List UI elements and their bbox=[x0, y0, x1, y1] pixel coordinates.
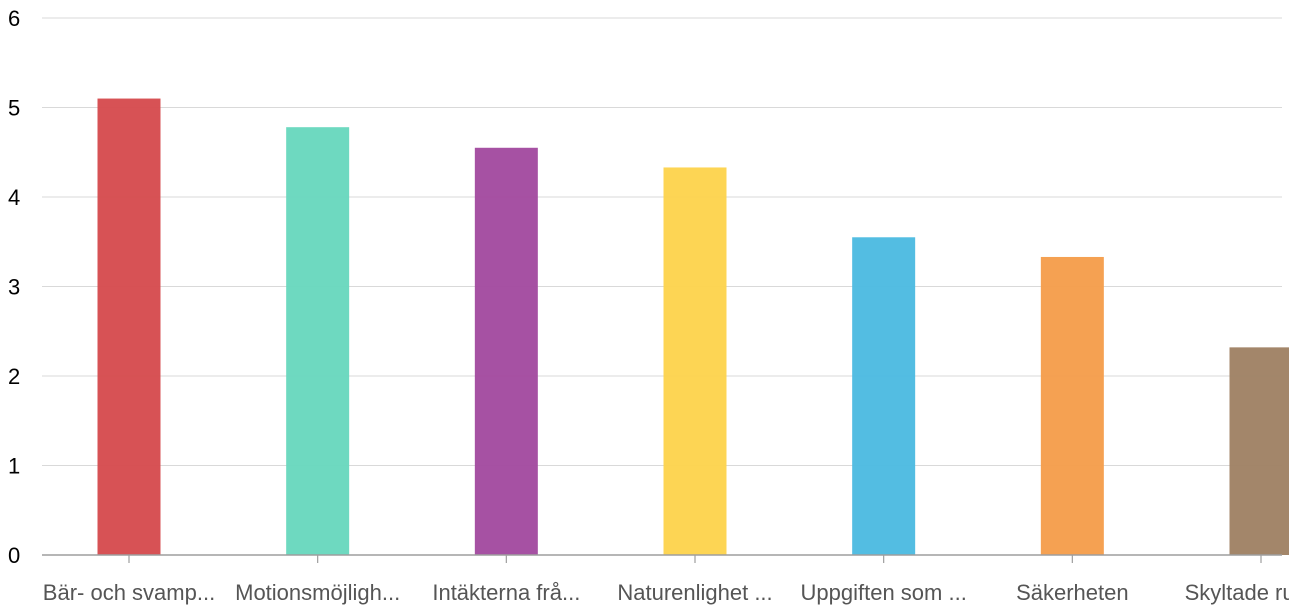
x-axis-tick-labels: Bär- och svamp... Motionsmöjligh... Intäkt… bbox=[43, 580, 1289, 605]
bar[interactable] bbox=[1040, 256, 1104, 555]
x-tick-label: Bär- och svamp... bbox=[43, 580, 215, 605]
bar[interactable] bbox=[97, 98, 161, 556]
y-tick-label: 2 bbox=[8, 364, 20, 389]
x-tick-label: Skyltade rutte... bbox=[1185, 580, 1289, 605]
x-tick-label: Säkerheten bbox=[1016, 580, 1129, 605]
bar[interactable] bbox=[1229, 347, 1289, 555]
bars bbox=[97, 98, 1289, 556]
x-tick-label: Uppgiften som ... bbox=[801, 580, 967, 605]
bar[interactable] bbox=[663, 167, 727, 555]
x-tick-label: Naturenlighet ... bbox=[617, 580, 772, 605]
x-tick-label: Intäkterna frå... bbox=[432, 580, 580, 605]
y-tick-label: 3 bbox=[8, 275, 20, 300]
bar[interactable] bbox=[852, 237, 916, 555]
bar[interactable] bbox=[286, 127, 350, 555]
x-axis bbox=[42, 554, 1282, 563]
x-tick-label: Motionsmöjligh... bbox=[235, 580, 400, 605]
y-tick-label: 4 bbox=[8, 185, 20, 210]
y-tick-label: 0 bbox=[8, 543, 20, 568]
y-axis-tick-labels: 0 1 2 3 4 5 6 bbox=[8, 6, 20, 568]
y-tick-label: 1 bbox=[8, 454, 20, 479]
y-tick-label: 5 bbox=[8, 96, 20, 121]
bar[interactable] bbox=[474, 147, 538, 555]
y-tick-label: 6 bbox=[8, 6, 20, 31]
